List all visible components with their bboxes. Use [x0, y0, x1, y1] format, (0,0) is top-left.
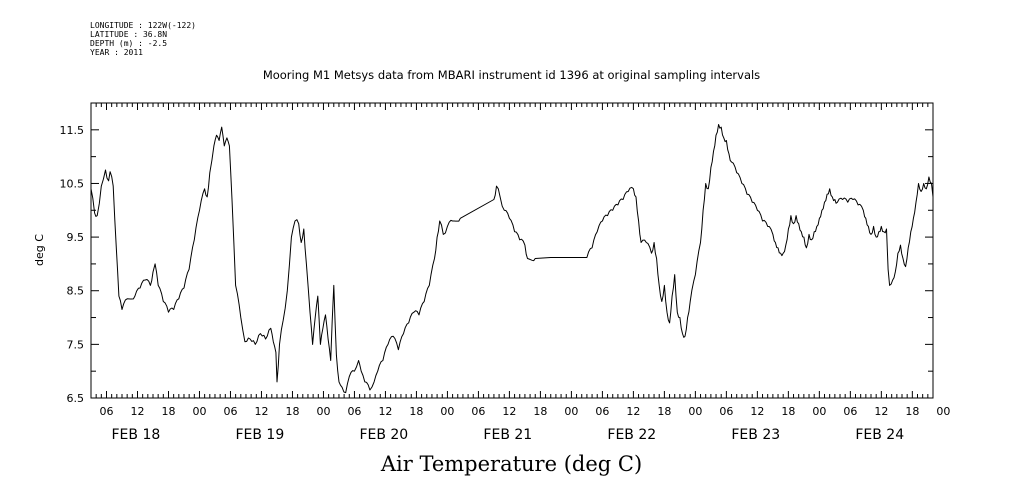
x-tick-label: 18: [409, 405, 423, 418]
x-tick-label: 00: [812, 405, 826, 418]
x-tick-label: 00: [688, 405, 702, 418]
x-axis-title-container: Air Temperature (deg C): [0, 452, 1009, 476]
day-label: FEB 24: [855, 427, 904, 443]
x-tick-label: 06: [843, 405, 857, 418]
x-tick-label: 06: [471, 405, 485, 418]
x-tick-label: 12: [254, 405, 268, 418]
x-tick-label: 06: [719, 405, 733, 418]
x-tick-label: 18: [285, 405, 299, 418]
latitude-text: LATITUDE : 36.8N: [90, 30, 168, 39]
plot-border: [90, 102, 934, 399]
day-label: FEB 18: [111, 427, 160, 443]
x-tick-label: 00: [564, 405, 578, 418]
x-tick-label: 06: [223, 405, 237, 418]
x-tick-label: 12: [874, 405, 888, 418]
tick-labels: 6.5 7.5 8.5 9.5 10.5 11.5 06 12 18 00 06 12 18 00 06 12…: [33, 124, 950, 443]
day-label: FEB 19: [235, 427, 284, 443]
x-tick-label: 00: [440, 405, 454, 418]
tick-marks: [90, 102, 934, 399]
x-tick-label: 06: [595, 405, 609, 418]
y-tick-label: 8.5: [67, 285, 85, 298]
y-tick-label: 11.5: [60, 124, 85, 137]
y-tick-label: 9.5: [67, 231, 85, 244]
x-tick-label: 18: [533, 405, 547, 418]
x-tick-label: 00: [192, 405, 206, 418]
x-tick-label: 06: [99, 405, 113, 418]
y-axis-label: deg C: [33, 234, 46, 266]
chart-title: Mooring M1 Metsys data from MBARI instru…: [262, 68, 761, 82]
x-tick-label: 18: [161, 405, 175, 418]
plot-frame: [90, 102, 934, 399]
x-tick-label: 18: [781, 405, 795, 418]
y-tick-label: 6.5: [67, 392, 85, 405]
x-tick-label: 12: [750, 405, 764, 418]
year-text: YEAR : 2011: [90, 48, 143, 57]
x-tick-label: 06: [347, 405, 361, 418]
x-tick-label: 00: [316, 405, 330, 418]
x-tick-label: 18: [657, 405, 671, 418]
x-tick-label: 12: [130, 405, 144, 418]
x-tick-label: 12: [626, 405, 640, 418]
x-tick-label: 18: [905, 405, 919, 418]
x-tick-label: 12: [378, 405, 392, 418]
x-tick-label: 12: [502, 405, 516, 418]
day-label: FEB 20: [359, 427, 408, 443]
metadata-block: LONGITUDE : 122W(-122) LATITUDE : 36.8N …: [90, 21, 196, 57]
series-group: [90, 124, 934, 394]
x-axis-title: Air Temperature (deg C): [380, 452, 643, 476]
temperature-series-line: [90, 124, 934, 394]
y-tick-label: 7.5: [67, 338, 85, 351]
x-tick-label: 00: [936, 405, 950, 418]
y-tick-label: 10.5: [60, 177, 85, 190]
depth-text: DEPTH (m) : -2.5: [90, 39, 168, 48]
longitude-text: LONGITUDE : 122W(-122): [90, 21, 196, 30]
day-label: FEB 21: [483, 427, 532, 443]
day-label: FEB 23: [731, 427, 780, 443]
chart-title-container: Mooring M1 Metsys data from MBARI instru…: [0, 68, 1009, 82]
day-label: FEB 22: [607, 427, 656, 443]
